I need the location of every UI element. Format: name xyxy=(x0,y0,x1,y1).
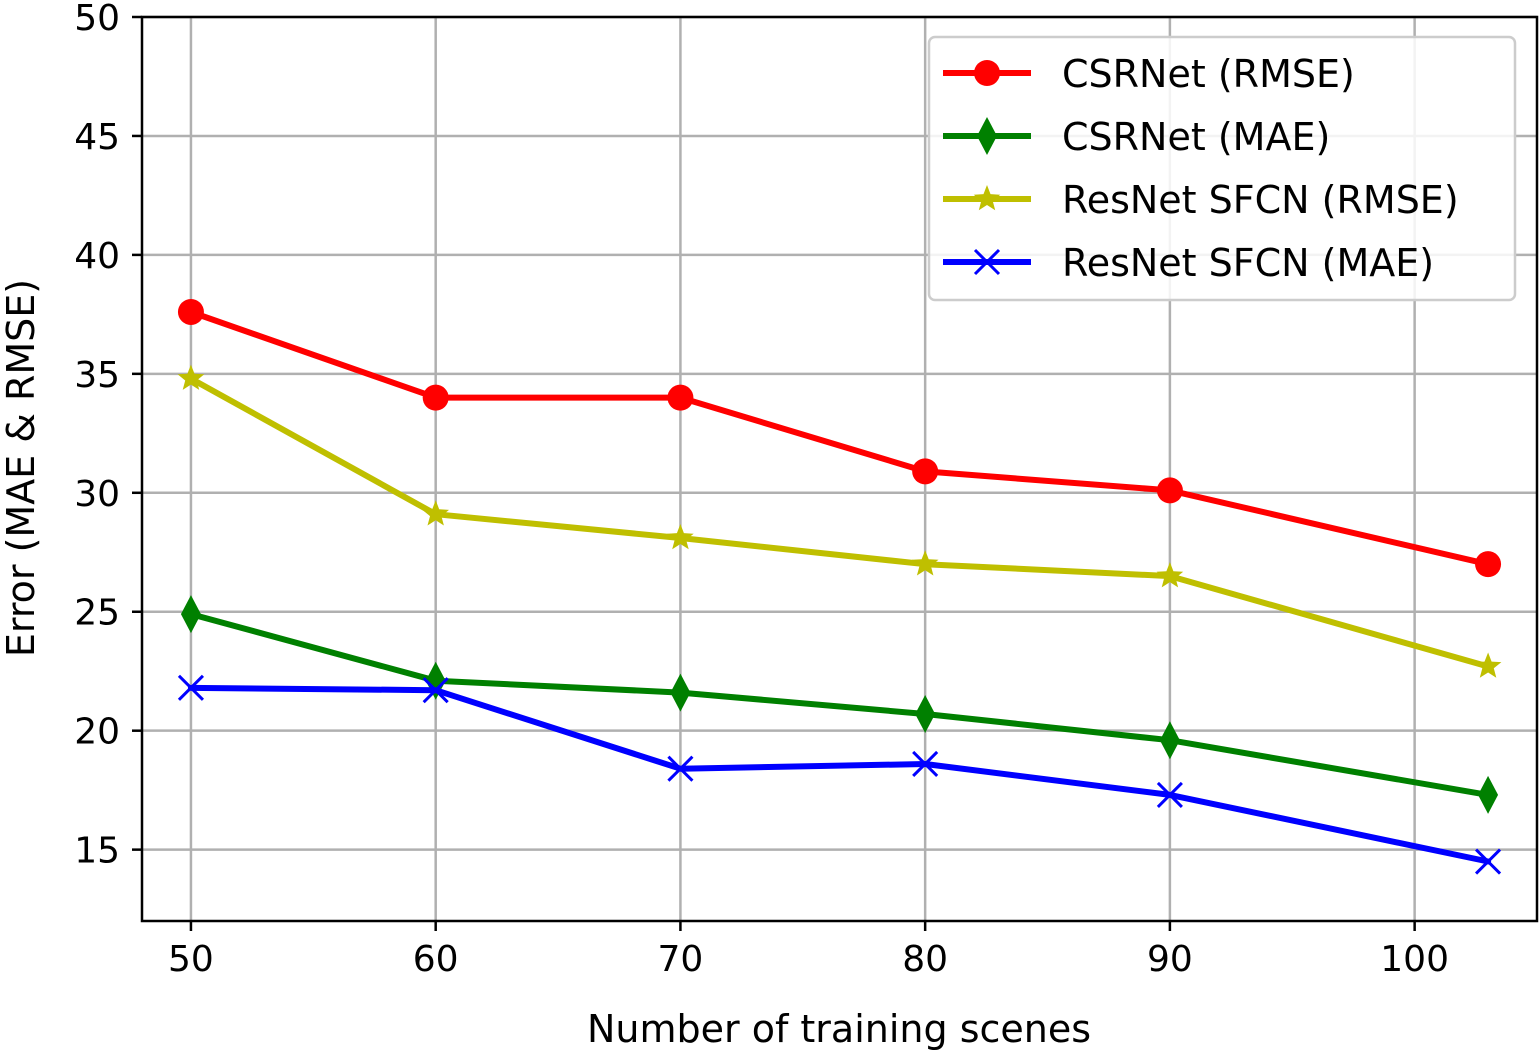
y-tick-label: 50 xyxy=(74,0,120,39)
series-line xyxy=(187,611,1492,798)
legend-item: CSRNet (MAE) xyxy=(943,115,1330,159)
y-tick-label: 40 xyxy=(74,236,120,277)
y-tick-label: 30 xyxy=(74,474,120,515)
data-point xyxy=(915,695,936,734)
legend-label: CSRNet (RMSE) xyxy=(1062,52,1355,96)
data-point xyxy=(177,364,205,390)
legend-label: ResNet SFCN (RMSE) xyxy=(1062,178,1459,222)
series-1 xyxy=(177,298,1502,578)
data-point xyxy=(911,550,939,576)
x-tick-label: 80 xyxy=(902,939,948,980)
data-point xyxy=(177,298,204,325)
y-tick-label: 45 xyxy=(74,117,120,158)
y-tick-label: 20 xyxy=(74,712,120,753)
data-point xyxy=(667,755,694,782)
data-point xyxy=(667,384,694,411)
axis-ticks: 50 60 70 80 90 100 15 20 25 30 35 40 45 50 xyxy=(74,0,1449,980)
data-point xyxy=(912,458,939,485)
data-point xyxy=(422,384,449,411)
data-point xyxy=(667,524,694,550)
data-point xyxy=(912,750,939,778)
series-line xyxy=(187,375,1492,670)
data-point xyxy=(1156,781,1183,808)
data-point xyxy=(1474,652,1502,678)
data-point xyxy=(177,674,205,701)
legend: CSRNet (RMSE) CSRNet (MAE) ResNet SFCN (RM… xyxy=(927,35,1517,302)
x-tick-label: 50 xyxy=(168,939,214,980)
x-tick-label: 100 xyxy=(1380,939,1449,980)
series-2 xyxy=(180,595,1499,814)
legend-label: ResNet SFCN (MAE) xyxy=(1062,241,1434,285)
data-point xyxy=(180,595,201,634)
y-axis-label: Error (MAE & RMSE) xyxy=(0,279,43,657)
data-point xyxy=(1474,848,1502,875)
legend-marker xyxy=(977,117,997,155)
legend-marker xyxy=(974,60,1000,86)
data-point xyxy=(422,500,449,526)
legend-marker xyxy=(973,248,1001,276)
legend-item: CSRNet (RMSE) xyxy=(943,52,1355,96)
data-point xyxy=(670,673,691,712)
legend-label: CSRNet (MAE) xyxy=(1062,115,1330,159)
x-tick-label: 70 xyxy=(658,939,704,980)
data-point xyxy=(1159,721,1180,760)
legend-item: ResNet SFCN (RMSE) xyxy=(943,178,1459,222)
plot-frame xyxy=(140,15,1539,923)
data-point xyxy=(1156,562,1184,588)
series-line xyxy=(187,309,1492,568)
x-tick-label: 60 xyxy=(413,939,459,980)
series-line xyxy=(187,684,1492,865)
legend-marker xyxy=(973,185,1001,211)
data-point xyxy=(1478,775,1499,814)
data-point xyxy=(1475,551,1502,578)
y-tick-label: 25 xyxy=(74,593,120,634)
series-3 xyxy=(177,364,1502,678)
data-point xyxy=(422,677,449,704)
x-axis-label: Number of training scenes xyxy=(587,1007,1091,1051)
data-point xyxy=(1156,477,1183,504)
series-4 xyxy=(177,674,1502,875)
legend-item: ResNet SFCN (MAE) xyxy=(943,241,1434,285)
series-lines xyxy=(177,298,1502,875)
x-tick-label: 90 xyxy=(1147,939,1193,980)
y-tick-label: 15 xyxy=(74,831,120,872)
y-tick-label: 35 xyxy=(74,355,120,396)
legend-box xyxy=(927,35,1517,302)
